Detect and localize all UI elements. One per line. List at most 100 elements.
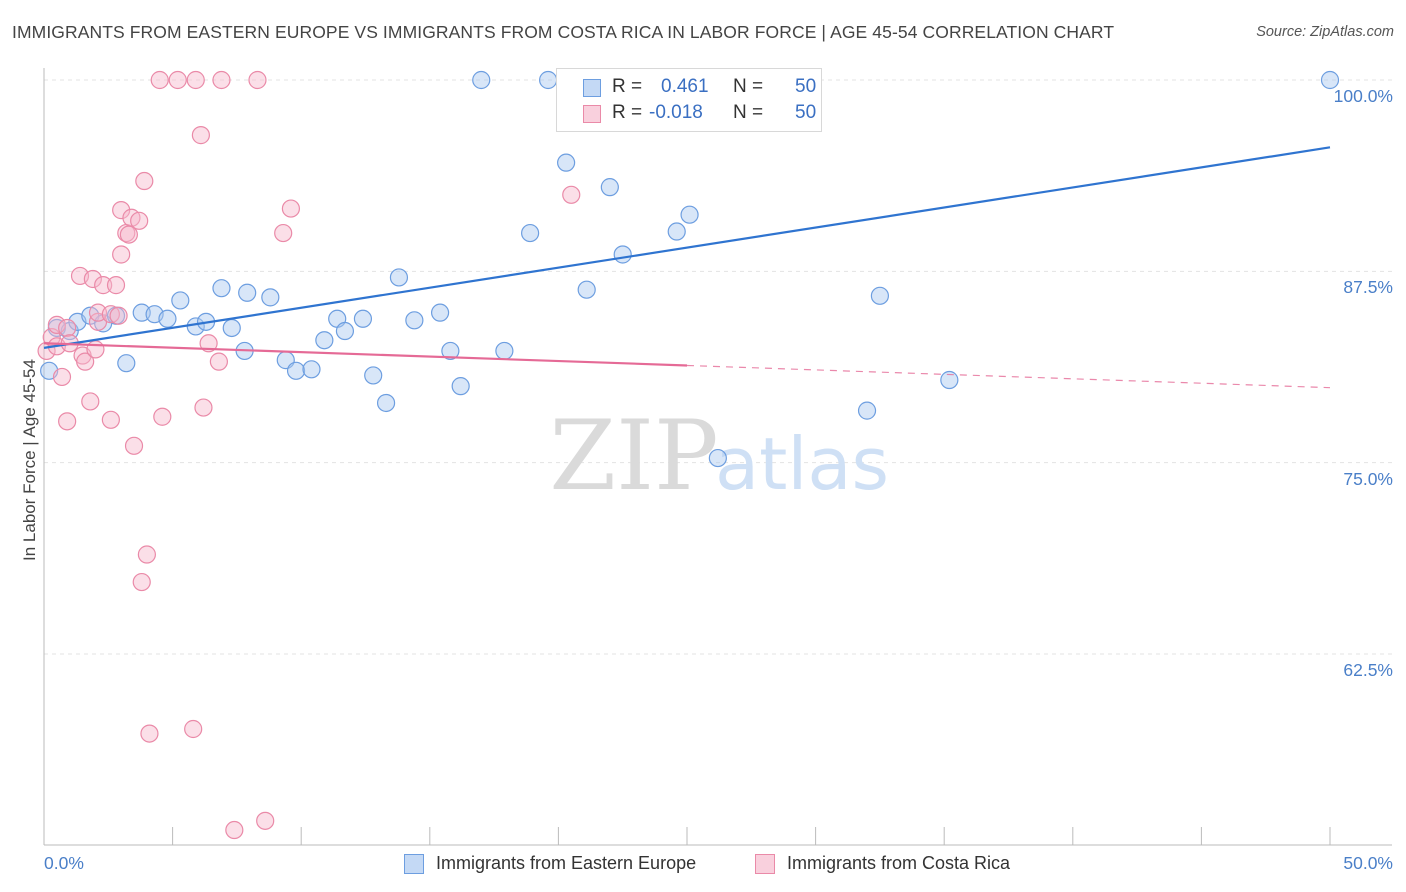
- blue-data-point: [1320, 70, 1340, 90]
- legend-r-label: R =: [612, 76, 643, 97]
- pink-data-point: [274, 223, 293, 243]
- blue-data-point: [389, 268, 409, 287]
- blue-data-point: [222, 318, 241, 338]
- legend-r-value: 0.461: [661, 76, 709, 97]
- blue-data-point: [364, 366, 383, 385]
- pink-data-point: [281, 199, 301, 218]
- pink-data-point: [191, 126, 210, 145]
- blue-data-point: [430, 303, 450, 322]
- source-label: Source: ZipAtlas.com: [1256, 24, 1394, 40]
- x-tick-label-min: 0.0%: [44, 853, 84, 873]
- blue-data-point: [405, 311, 424, 330]
- blue-trend-line: [43, 146, 1331, 349]
- legend-swatch-pink: [583, 105, 601, 123]
- blue-data-point: [521, 223, 540, 243]
- blue-data-point: [708, 448, 727, 468]
- series-label: Immigrants from Costa Rica: [787, 853, 1011, 873]
- blue-data-point: [238, 283, 257, 302]
- pink-data-point: [256, 811, 275, 830]
- legend-swatch-blue: [583, 79, 601, 97]
- blue-data-point: [857, 401, 877, 420]
- pink-data-point: [101, 410, 120, 429]
- pink-data-point: [199, 334, 218, 353]
- pink-data-point: [86, 340, 105, 359]
- legend-n-label: N =: [733, 102, 764, 123]
- blue-data-point: [302, 360, 321, 379]
- blue-data-point: [539, 70, 558, 90]
- pink-data-point: [106, 276, 126, 295]
- pink-data-point: [58, 318, 77, 338]
- blue-data-point: [472, 70, 491, 90]
- blue-data-point: [212, 279, 231, 298]
- blue-data-point: [600, 178, 619, 197]
- legend-n-value: 50: [795, 76, 817, 97]
- blue-data-point: [261, 288, 280, 307]
- pink-data-point: [76, 352, 95, 371]
- pink-data-point: [562, 185, 581, 204]
- pink-data-point: [194, 398, 213, 417]
- pink-data-point: [112, 245, 131, 264]
- blue-data-point: [441, 341, 460, 361]
- pink-data-point: [112, 201, 131, 220]
- pink-data-point: [124, 436, 144, 455]
- pink-data-point: [137, 545, 156, 564]
- axes-layer: [43, 68, 1392, 846]
- pink-data-point: [47, 315, 66, 335]
- blue-data-point: [376, 393, 396, 413]
- legend-n-label: N =: [733, 76, 764, 97]
- blue-data-point: [667, 222, 686, 241]
- chart-title: IMMIGRANTS FROM EASTERN EUROPE VS IMMIGR…: [12, 22, 1115, 42]
- legend-n-value: 50: [795, 102, 817, 123]
- pink-data-point: [150, 70, 169, 90]
- blue-data-point: [451, 377, 470, 396]
- pink-data-point: [153, 407, 172, 426]
- blue-data-point: [680, 205, 699, 224]
- pink-data-point: [81, 392, 100, 411]
- blue-data-point: [940, 370, 959, 390]
- x-tick-label-max: 50.0%: [1343, 853, 1393, 873]
- correlation-legend: R = 0.461 N = 50 R = -0.018 N = 50: [556, 68, 822, 132]
- blue-data-point: [870, 286, 890, 305]
- blue-data-point: [158, 309, 177, 328]
- blue-data-point: [495, 341, 514, 361]
- pink-data-point: [58, 412, 77, 431]
- blue-data-point: [613, 245, 632, 264]
- blue-data-point: [353, 309, 373, 328]
- pink-trend-line: [43, 342, 688, 367]
- y-tick-label: 75.0%: [1343, 468, 1393, 489]
- series-swatch-pink: [755, 854, 775, 874]
- y-tick-label: 100.0%: [1333, 86, 1393, 106]
- pink-data-point: [52, 367, 72, 387]
- legend-r-label: R =: [612, 102, 643, 123]
- blue-data-point: [315, 331, 334, 350]
- pink-data-point: [184, 719, 203, 739]
- pink-data-point: [186, 70, 205, 90]
- pink-data-point: [225, 820, 244, 840]
- legend-r-value: -0.018: [649, 102, 703, 123]
- blue-data-point: [335, 321, 355, 341]
- y-tick-label: 87.5%: [1343, 277, 1393, 298]
- pink-data-point: [135, 171, 154, 191]
- pink-data-point: [101, 305, 120, 324]
- blue-data-point: [286, 361, 306, 380]
- pink-data-point: [168, 70, 187, 90]
- series-label: Immigrants from Eastern Europe: [436, 853, 697, 873]
- series-swatch-blue: [404, 854, 424, 874]
- y-tick-label: 62.5%: [1343, 660, 1393, 680]
- blue-data-point: [557, 153, 576, 172]
- pink-trend-line-extension: [686, 364, 1331, 389]
- pink-data-point: [209, 352, 228, 371]
- pink-data-point: [94, 276, 113, 295]
- pink-data-point: [212, 70, 231, 90]
- watermark: ZIP atlas: [549, 400, 889, 512]
- pink-data-point: [130, 211, 149, 230]
- watermark-atlas: atlas: [715, 422, 889, 506]
- watermark-zip: ZIP: [549, 400, 718, 512]
- blue-data-point: [577, 280, 596, 299]
- pink-data-point: [83, 269, 102, 289]
- pink-data-point: [140, 724, 159, 743]
- blue-data-point: [171, 291, 190, 310]
- pink-data-point: [248, 70, 267, 90]
- trend-layer: [43, 146, 1331, 389]
